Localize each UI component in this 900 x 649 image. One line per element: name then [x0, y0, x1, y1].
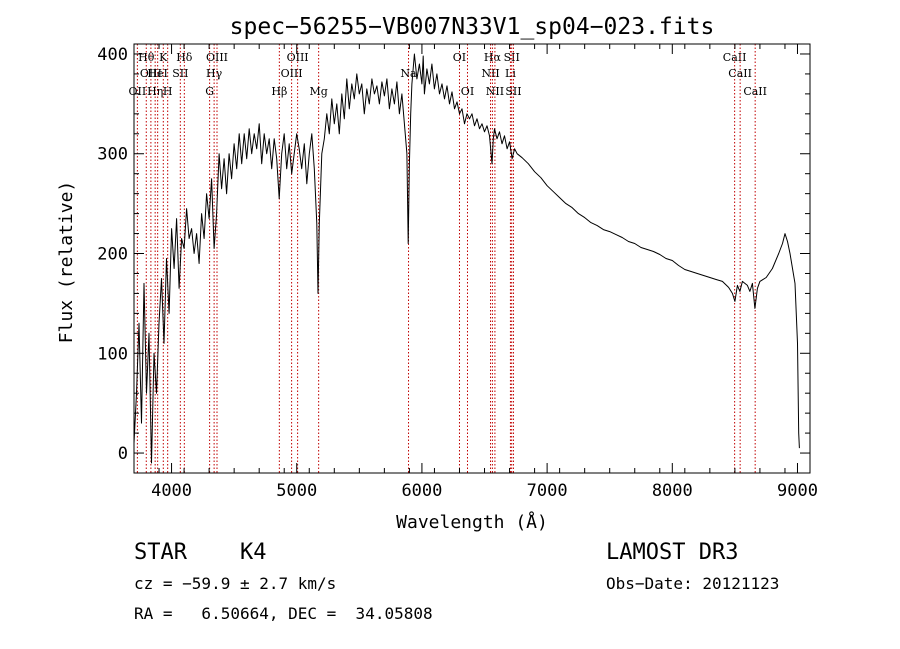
line-marker-label: Na: [400, 67, 417, 80]
line-marker-label: SII: [505, 85, 521, 98]
line-marker-label: OIII: [206, 51, 228, 64]
line-marker-label: Hβ: [271, 85, 287, 98]
emission-line-markers: OII Hθ OIII Hη HeI K H SII Hδ G Hγ OIII Hβ OIII OIII Mg…: [129, 44, 767, 473]
line-marker-label: OIII: [287, 51, 309, 64]
y-tick-label: 200: [97, 245, 128, 265]
y-tick-label: 400: [97, 45, 128, 65]
x-tick-label: 4000: [151, 481, 192, 501]
line-marker-label: OIII: [140, 67, 162, 80]
x-tick-label: 5000: [276, 481, 317, 501]
line-marker-label: OI: [461, 85, 474, 98]
line-marker-label: G: [205, 85, 214, 98]
line-marker-label: Hδ: [176, 51, 193, 64]
line-marker-label: CaII: [723, 51, 747, 64]
x-tick-label: 9000: [777, 481, 818, 501]
line-marker-label: CaII: [728, 67, 752, 80]
redshift-velocity: cz = −59.9 ± 2.7 km/s: [134, 574, 337, 593]
line-marker-label: NII: [486, 85, 504, 98]
chart-title: spec−56255−VB007N33V1_sp04−023.fits: [230, 14, 715, 40]
line-marker-label: Hα: [484, 51, 502, 64]
x-tick-label: 8000: [652, 481, 693, 501]
line-marker-label: CaII: [743, 85, 767, 98]
line-marker-label: K: [159, 51, 168, 64]
line-marker-label: OIII: [281, 67, 303, 80]
line-marker-label: SII: [504, 51, 520, 64]
axes: 4000 5000 6000 7000 8000 9000 0 100 200 300 400: [97, 43, 818, 501]
line-marker-label: NII: [481, 67, 499, 80]
line-marker-label: Hγ: [206, 67, 223, 80]
y-tick-label: 100: [97, 344, 128, 364]
y-tick-label: 0: [118, 444, 128, 464]
line-marker-label: OI: [453, 51, 466, 64]
line-marker-label: Li: [505, 67, 516, 80]
x-axis-label: Wavelength (Å): [396, 511, 548, 533]
survey-name: LAMOST DR3: [606, 540, 739, 565]
sky-coordinates: RA = 6.50664, DEC = 34.05808: [134, 604, 433, 623]
line-marker-label: Hθ: [138, 51, 155, 64]
y-axis-label: Flux (relative): [56, 181, 77, 344]
line-marker-label: HeI: [147, 67, 167, 80]
line-marker-label: SII: [172, 67, 188, 80]
line-marker-label: OII: [129, 85, 147, 98]
x-tick-label: 7000: [527, 481, 568, 501]
object-class: STAR: [134, 540, 187, 565]
x-tick-label: 6000: [401, 481, 442, 501]
spectrum-line: [133, 53, 800, 464]
data-layer: [133, 53, 800, 464]
line-marker-label: H: [163, 85, 173, 98]
object-subclass: K4: [240, 540, 267, 565]
plot-frame: [133, 43, 811, 474]
y-tick-label: 300: [97, 145, 128, 165]
line-marker-label: Mg: [309, 85, 327, 98]
line-marker-label: Hη: [147, 85, 163, 98]
observation-date: Obs−Date: 20121123: [606, 574, 780, 593]
